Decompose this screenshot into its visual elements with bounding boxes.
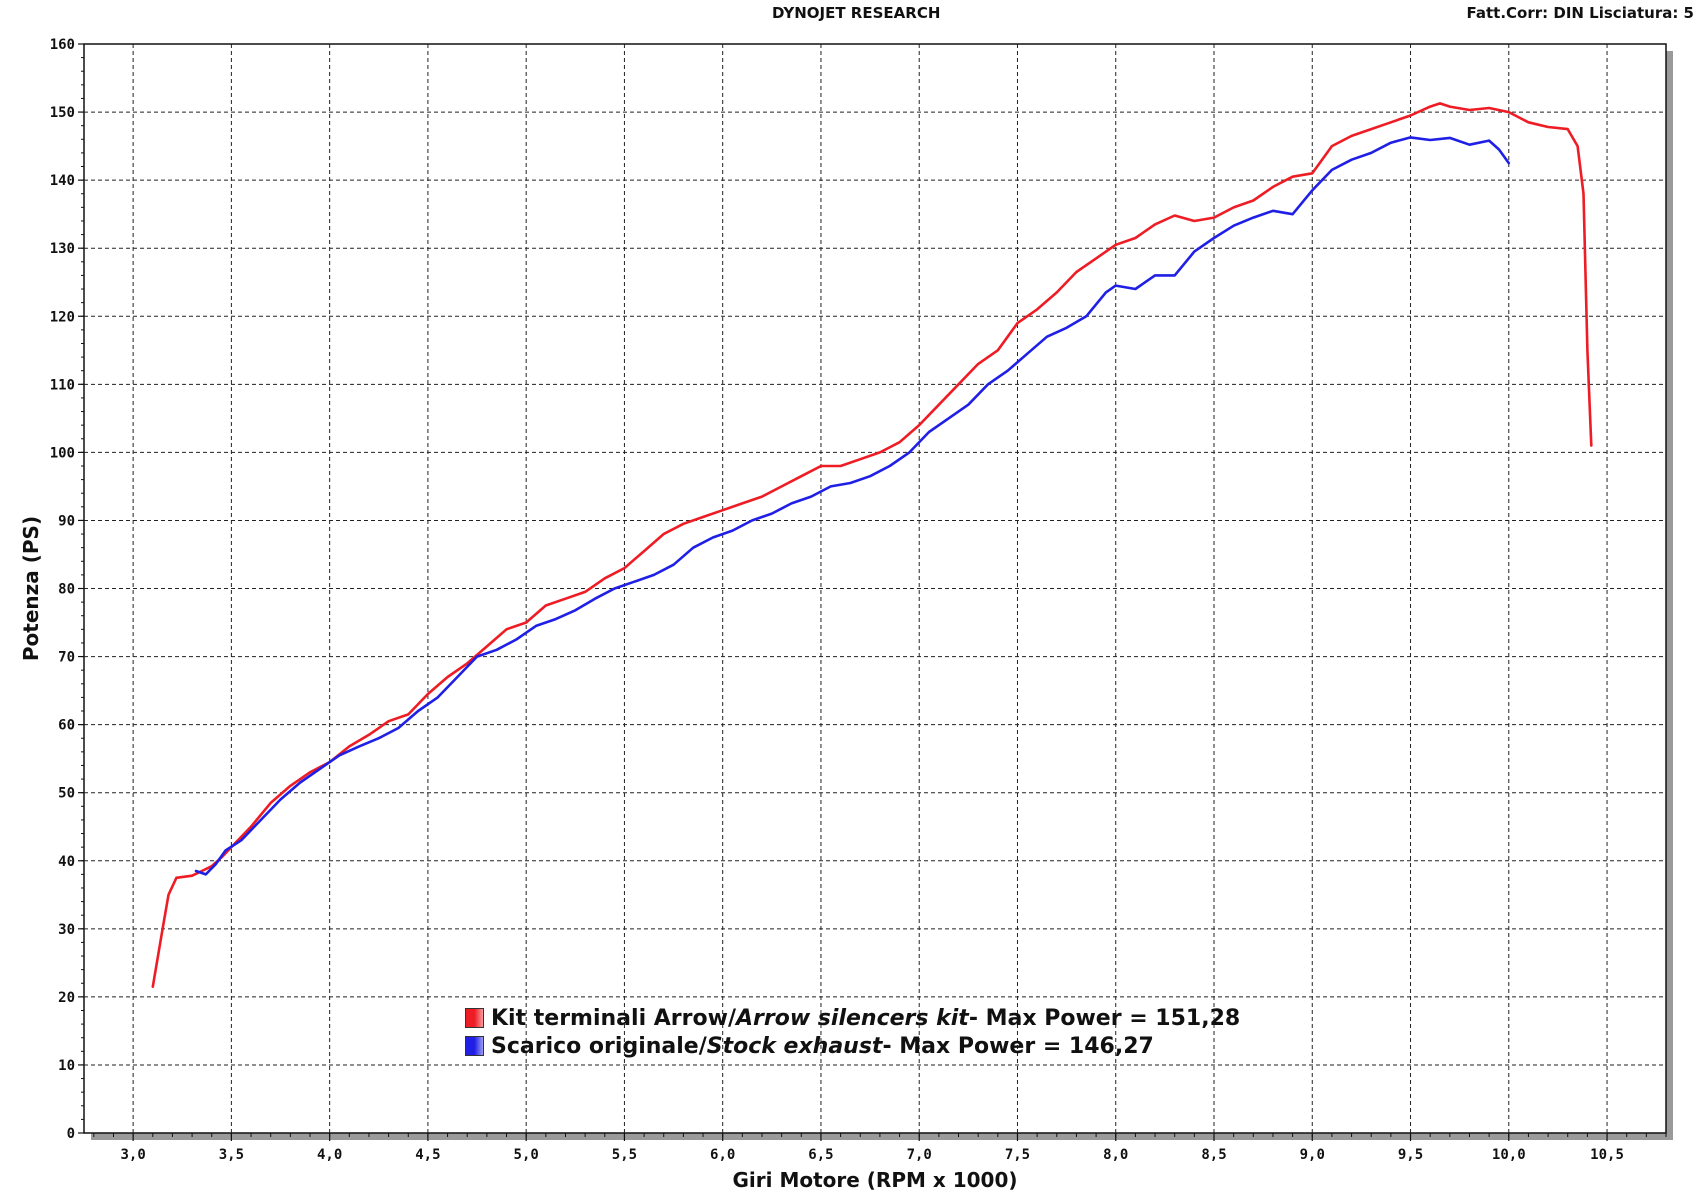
x-tick-label: 4,0 [317, 1147, 342, 1163]
grid [84, 44, 1666, 1133]
y-tick-label: 130 [50, 241, 75, 257]
x-tick-label: 5,0 [514, 1147, 539, 1163]
x-tick-label: 5,5 [612, 1147, 637, 1163]
y-tick-label: 70 [58, 650, 75, 666]
y-tick-label: 100 [50, 445, 75, 461]
y-tick-label: 20 [58, 990, 75, 1006]
legend-swatch-red [465, 1008, 484, 1028]
x-tick-label: 7,0 [907, 1147, 932, 1163]
y-tick-label: 30 [58, 922, 75, 938]
legend-label-it: Scarico originale [491, 1033, 699, 1059]
chart-title: DYNOJET RESEARCH [772, 4, 941, 22]
legend-label-en: Stock exhaust [706, 1033, 883, 1059]
y-tick-label: 110 [50, 377, 75, 393]
x-tick-label: 10,0 [1492, 1147, 1526, 1163]
y-tick-label: 40 [58, 854, 75, 870]
x-tick-label: 4,5 [415, 1147, 440, 1163]
series-stock-line [194, 136, 1511, 876]
x-tick-label: 6,0 [710, 1147, 735, 1163]
legend-item-stock[interactable]: Scarico originale / Stock exhaust - Max … [465, 1032, 1240, 1060]
legend-sep: / [727, 1005, 736, 1031]
y-tick-label: 50 [58, 786, 75, 802]
x-tick-label: 8,0 [1103, 1147, 1128, 1163]
y-tick-label: 140 [50, 173, 75, 189]
legend: Kit terminali Arrow / Arrow silencers ki… [465, 1004, 1240, 1060]
y-tick-label: 80 [58, 582, 75, 598]
x-tick-label: 10,5 [1590, 1147, 1624, 1163]
y-axis-label: Potenza (PS) [19, 516, 43, 661]
legend-label-it: Kit terminali Arrow [491, 1005, 728, 1031]
legend-label-en: Arrow silencers kit [735, 1005, 969, 1031]
y-tick-label: 60 [58, 718, 75, 734]
x-tick-label: 6,5 [808, 1147, 833, 1163]
x-tick-label: 9,0 [1300, 1147, 1325, 1163]
legend-max: - Max Power = 151,28 [968, 1005, 1241, 1031]
x-tick-label: 9,5 [1398, 1147, 1423, 1163]
legend-item-arrow[interactable]: Kit terminali Arrow / Arrow silencers ki… [465, 1004, 1240, 1032]
y-tick-label: 150 [50, 105, 75, 121]
y-tick-label: 160 [50, 37, 75, 53]
legend-sep: / [698, 1033, 707, 1059]
y-tick-label: 90 [58, 513, 75, 529]
x-axis-label: Giri Motore (RPM x 1000) [732, 1168, 1017, 1192]
x-tick-label: 3,0 [120, 1147, 145, 1163]
correction-info: Fatt.Corr: DIN Lisciatura: 5 [1466, 4, 1694, 22]
x-tick-label: 8,5 [1201, 1147, 1226, 1163]
y-tick-label: 10 [58, 1058, 75, 1074]
y-tick-label: 0 [67, 1126, 75, 1142]
x-tick-label: 3,5 [219, 1147, 244, 1163]
legend-max: - Max Power = 146,27 [882, 1033, 1154, 1059]
x-tick-label: 7,5 [1005, 1147, 1030, 1163]
y-tick-label: 120 [50, 309, 75, 325]
legend-swatch-blue [465, 1036, 484, 1056]
